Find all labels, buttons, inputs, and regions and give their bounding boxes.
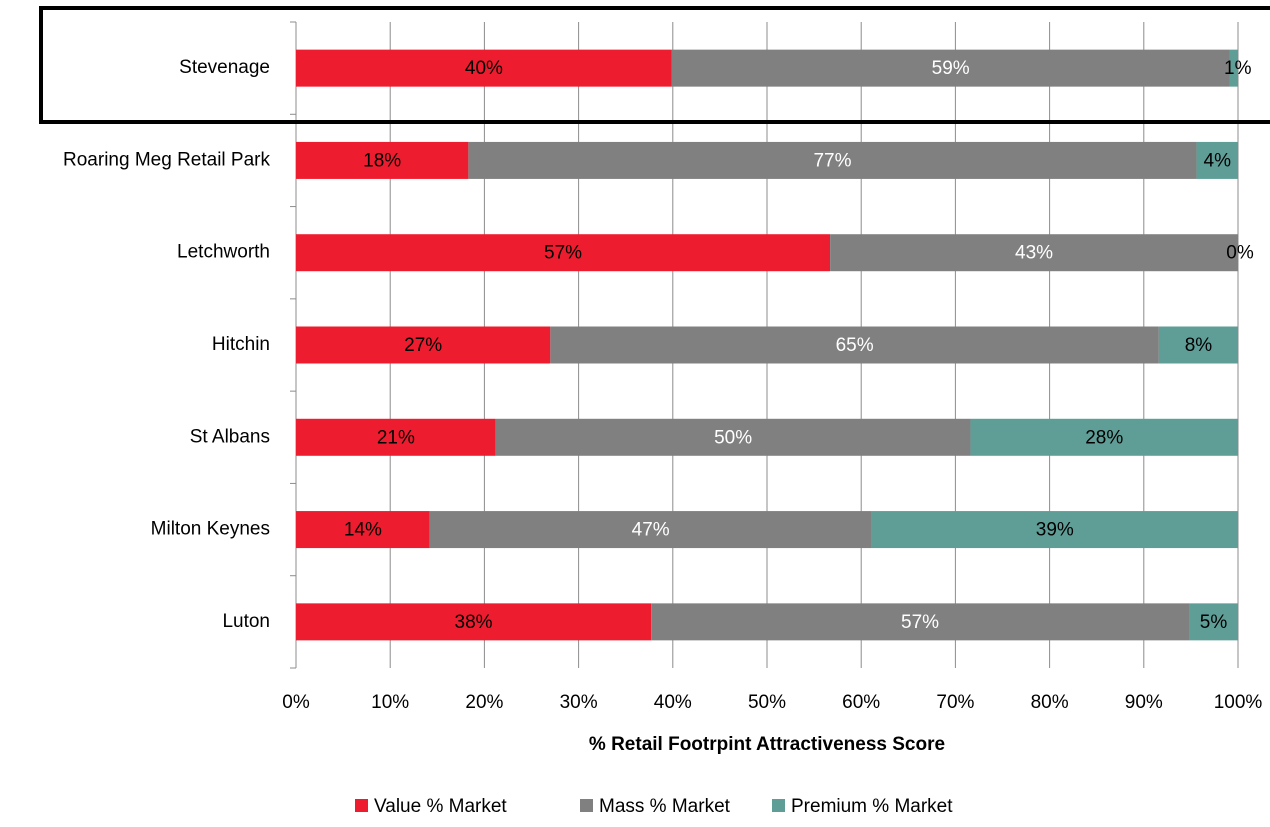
data-label: 77% bbox=[813, 150, 851, 171]
data-label: 5% bbox=[1200, 612, 1228, 633]
bar-segment bbox=[830, 234, 1238, 272]
x-tick-label: 0% bbox=[282, 692, 310, 713]
bar-segment bbox=[296, 418, 496, 456]
y-tick-label: Hitchin bbox=[212, 334, 270, 355]
bar-segment bbox=[296, 603, 652, 641]
data-label: 27% bbox=[404, 335, 442, 356]
x-tick-label: 50% bbox=[748, 692, 786, 713]
data-label: 57% bbox=[544, 243, 582, 264]
bar-segment bbox=[1158, 326, 1238, 364]
legend-swatch bbox=[580, 799, 593, 812]
data-label: 59% bbox=[932, 58, 970, 79]
data-label: 38% bbox=[455, 612, 493, 633]
y-tick-label: Roaring Meg Retail Park bbox=[63, 149, 270, 170]
data-label: 50% bbox=[714, 427, 752, 448]
bar-segment bbox=[550, 326, 1159, 364]
legend-label: Value % Market bbox=[374, 796, 507, 817]
x-tick-label: 80% bbox=[1031, 692, 1069, 713]
legend-swatch bbox=[355, 799, 368, 812]
data-label: 8% bbox=[1185, 335, 1213, 356]
x-tick-label: 10% bbox=[371, 692, 409, 713]
legend-swatch bbox=[772, 799, 785, 812]
y-tick-label: St Albans bbox=[190, 426, 270, 447]
data-label: 28% bbox=[1085, 427, 1123, 448]
legend-label: Mass % Market bbox=[599, 796, 731, 817]
data-label: 18% bbox=[363, 150, 401, 171]
data-label: 4% bbox=[1204, 150, 1232, 171]
bar-segment bbox=[970, 418, 1238, 456]
data-label: 47% bbox=[632, 520, 670, 541]
bar-segment bbox=[296, 326, 551, 364]
x-axis-title: % Retail Footrpint Attractiveness Score bbox=[589, 734, 945, 755]
data-label: 14% bbox=[344, 520, 382, 541]
bar-segment bbox=[1189, 603, 1238, 641]
x-tick-label: 100% bbox=[1214, 692, 1263, 713]
bar-segment bbox=[468, 141, 1197, 179]
bar-segment bbox=[296, 141, 469, 179]
data-label: 43% bbox=[1015, 243, 1053, 264]
bar-segment bbox=[1196, 141, 1238, 179]
bar-segment bbox=[495, 418, 971, 456]
y-tick-label: Stevenage bbox=[179, 57, 270, 78]
data-label: 65% bbox=[836, 335, 874, 356]
bar-segment bbox=[1229, 49, 1238, 87]
bar-segment bbox=[429, 511, 872, 549]
x-tick-label: 90% bbox=[1125, 692, 1163, 713]
data-label: 40% bbox=[465, 58, 503, 79]
data-label: 0% bbox=[1226, 243, 1254, 264]
data-label: 1% bbox=[1224, 58, 1252, 79]
y-tick-label: Luton bbox=[222, 611, 270, 632]
legend-label: Premium % Market bbox=[791, 796, 953, 817]
bar-segment bbox=[296, 234, 831, 272]
x-tick-label: 30% bbox=[560, 692, 598, 713]
x-tick-label: 70% bbox=[936, 692, 974, 713]
x-tick-label: 60% bbox=[842, 692, 880, 713]
bar-segment bbox=[871, 511, 1238, 549]
bar-segment bbox=[651, 603, 1190, 641]
bar-segment bbox=[296, 511, 430, 549]
bar-segment bbox=[296, 49, 672, 87]
x-tick-label: 40% bbox=[654, 692, 692, 713]
bar-segment bbox=[671, 49, 1230, 87]
data-label: 21% bbox=[377, 427, 415, 448]
data-label: 39% bbox=[1036, 520, 1074, 541]
x-tick-label: 20% bbox=[465, 692, 503, 713]
y-tick-label: Milton Keynes bbox=[151, 519, 270, 540]
highlight-box bbox=[39, 6, 1270, 124]
y-tick-label: Letchworth bbox=[177, 242, 270, 263]
data-label: 57% bbox=[901, 612, 939, 633]
